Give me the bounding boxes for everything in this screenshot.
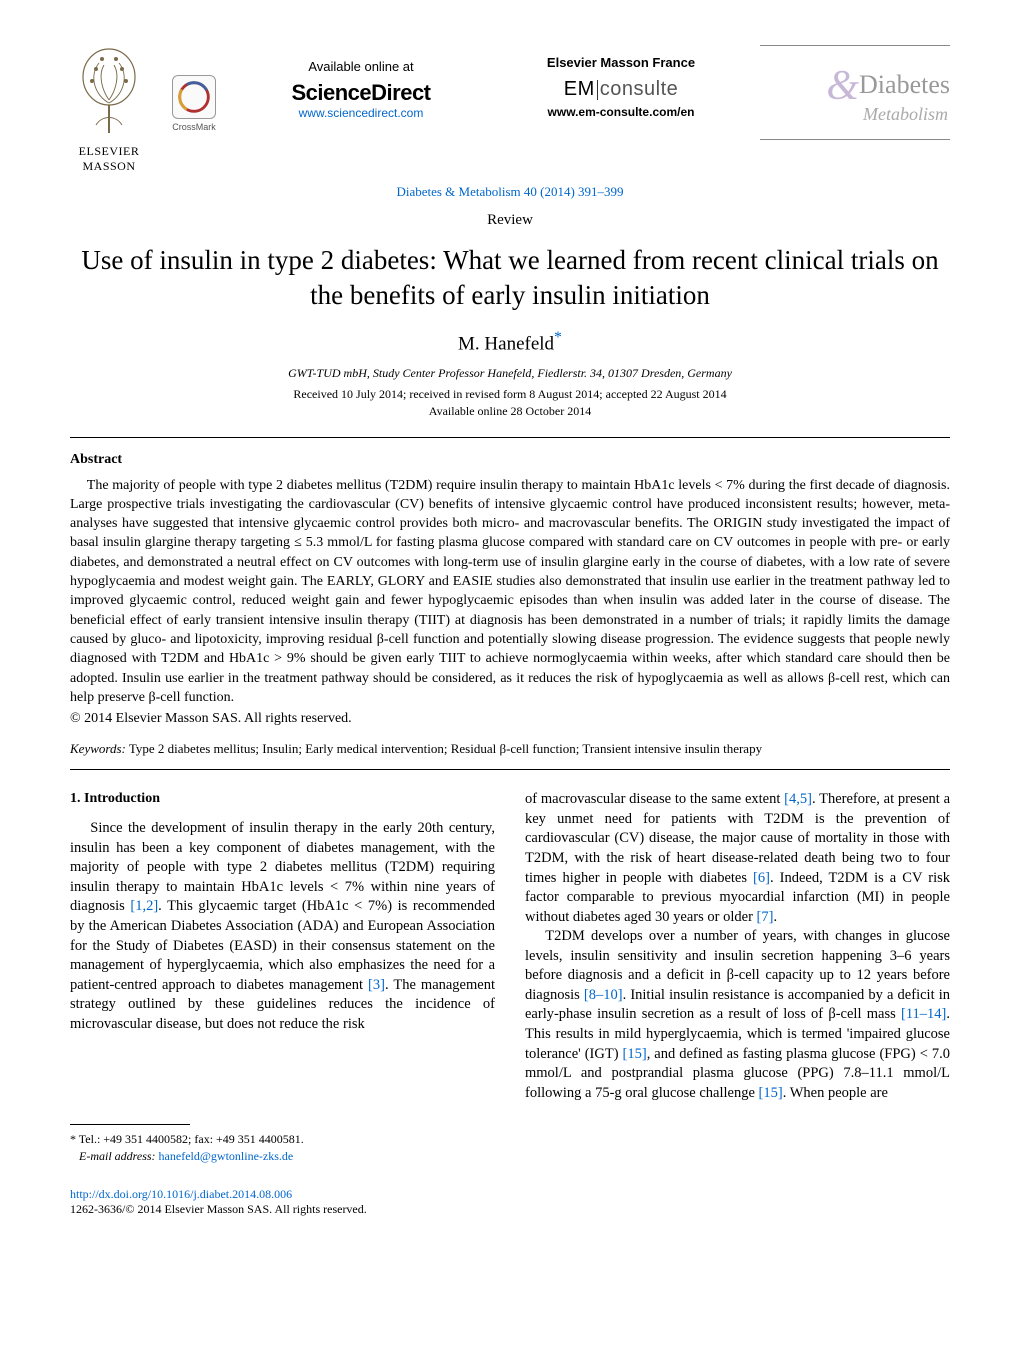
footnote-symbol: * — [70, 1132, 76, 1146]
footnote-separator — [70, 1124, 190, 1125]
citation-ref[interactable]: [8–10] — [584, 987, 623, 1003]
available-online-label: Available online at — [240, 59, 482, 74]
sciencedirect-url[interactable]: www.sciencedirect.com — [240, 106, 482, 120]
intro-para-3: T2DM develops over a number of years, wi… — [525, 927, 950, 1103]
crossmark-label: CrossMark — [166, 122, 222, 132]
em-right: consulte — [600, 78, 679, 100]
citation-ref[interactable]: [4,5] — [784, 791, 812, 807]
abstract-copyright: © 2014 Elsevier Masson SAS. All rights r… — [70, 711, 950, 727]
available-online-date: Available online 28 October 2014 — [70, 404, 950, 419]
abstract-body: The majority of people with type 2 diabe… — [70, 476, 950, 708]
issn-copyright: 1262-3636/© 2014 Elsevier Masson SAS. Al… — [70, 1202, 367, 1216]
doi-link[interactable]: http://dx.doi.org/10.1016/j.diabet.2014.… — [70, 1187, 292, 1201]
sciencedirect-block: Available online at ScienceDirect www.sc… — [240, 45, 482, 120]
emconsulte-url[interactable]: www.em-consulte.com/en — [500, 105, 742, 119]
journal-diabetes: Diabetes — [859, 70, 950, 99]
citation-ref[interactable]: [6] — [753, 870, 770, 886]
sciencedirect-logo: ScienceDirect — [240, 80, 482, 106]
citation-ref[interactable]: [3] — [368, 977, 385, 993]
elsevier-tree-icon — [74, 45, 144, 135]
body-columns: 1. Introduction Since the development of… — [70, 790, 950, 1165]
author-email-link[interactable]: hanefeld@gwtonline-zks.de — [159, 1149, 294, 1163]
intro-para-1: Since the development of insulin therapy… — [70, 819, 495, 1034]
citation-ref[interactable]: [7] — [757, 909, 774, 925]
abstract-heading: Abstract — [70, 452, 950, 468]
elsevier-label: ELSEVIER — [70, 144, 148, 159]
article-title: Use of insulin in type 2 diabetes: What … — [70, 243, 950, 313]
elsevier-masson-france-label: Elsevier Masson France — [500, 55, 742, 70]
crossmark-icon — [172, 75, 216, 119]
intro-para-2: of macrovascular disease to the same ext… — [525, 790, 950, 927]
journal-ampersand: & — [826, 63, 859, 109]
keywords-line: Keywords: Type 2 diabetes mellitus; Insu… — [70, 741, 950, 757]
emconsulte-logo: EMconsulte — [500, 78, 742, 101]
journal-cover-logo: &Diabetes Metabolism — [760, 45, 950, 140]
keywords-text: Type 2 diabetes mellitus; Insulin; Early… — [129, 741, 762, 756]
email-label: E-mail address: — [79, 1149, 156, 1163]
corresponding-author-link[interactable]: * — [554, 329, 562, 346]
emconsulte-block: Elsevier Masson France EMconsulte www.em… — [500, 45, 742, 119]
author-name: M. Hanefeld — [458, 334, 554, 355]
keywords-label: Keywords: — [70, 741, 126, 756]
abstract-text: The majority of people with type 2 diabe… — [70, 476, 950, 708]
citation-ref[interactable]: [11–14] — [901, 1006, 946, 1022]
em-left: EM — [564, 78, 595, 100]
footnote-tel: Tel.: +49 351 4400582; fax: +49 351 4400… — [79, 1132, 304, 1146]
article-type: Review — [70, 212, 950, 229]
publisher-header: ELSEVIER MASSON CrossMark Available onli… — [70, 45, 950, 174]
doi-block: http://dx.doi.org/10.1016/j.diabet.2014.… — [70, 1187, 950, 1217]
citation-line[interactable]: Diabetes & Metabolism 40 (2014) 391–399 — [70, 184, 950, 200]
divider — [70, 769, 950, 770]
elsevier-masson-logo: ELSEVIER MASSON — [70, 45, 148, 174]
masson-label: MASSON — [70, 159, 148, 174]
corresponding-footnote: * Tel.: +49 351 4400582; fax: +49 351 44… — [70, 1131, 495, 1165]
crossmark-badge[interactable]: CrossMark — [166, 45, 222, 132]
received-dates: Received 10 July 2014; received in revis… — [70, 387, 950, 402]
author-line: M. Hanefeld* — [70, 329, 950, 355]
citation-ref[interactable]: [1,2] — [130, 898, 158, 914]
citation-ref[interactable]: [15] — [623, 1046, 647, 1062]
divider — [70, 437, 950, 438]
citation-ref[interactable]: [15] — [759, 1085, 783, 1101]
intro-heading: 1. Introduction — [70, 790, 495, 809]
affiliation: GWT-TUD mbH, Study Center Professor Hane… — [70, 366, 950, 381]
